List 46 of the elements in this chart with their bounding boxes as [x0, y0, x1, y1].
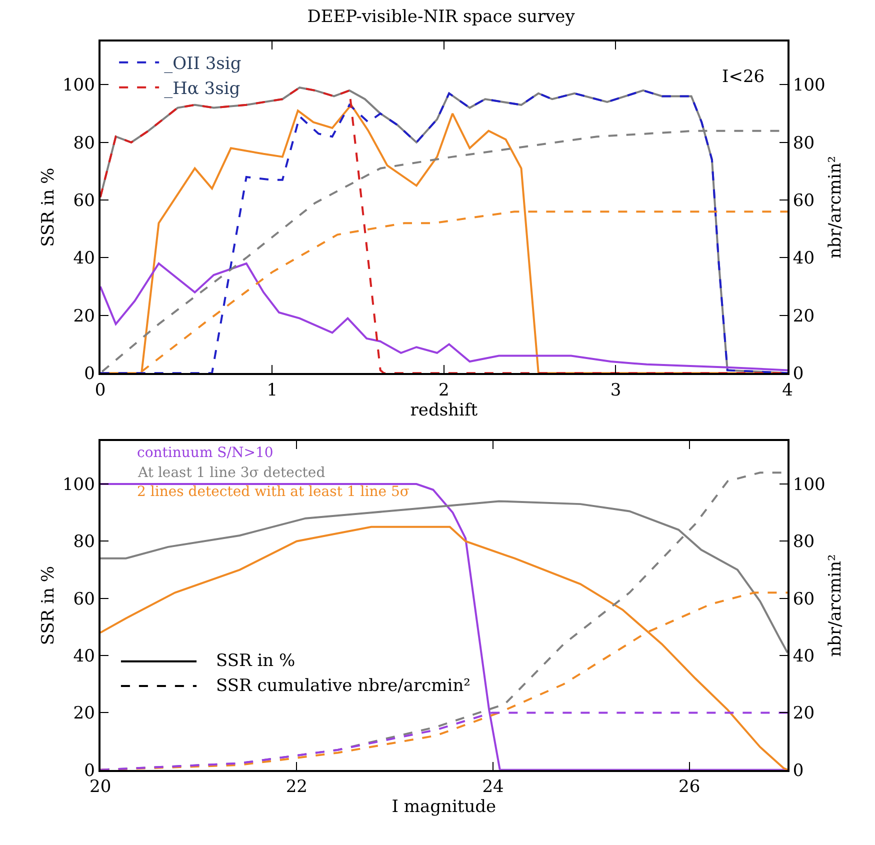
- x-tick-label: 24: [482, 777, 504, 798]
- annotation: SSR cumulative nbre/arcmin²: [216, 676, 470, 696]
- y2-axis-title: nbr/arcmin²: [825, 156, 846, 259]
- y2-tick-label: 0: [792, 760, 804, 781]
- y-tick-label: 40: [73, 248, 95, 269]
- y-tick-label: 100: [62, 475, 95, 495]
- y-tick-label: 100: [62, 76, 95, 96]
- legend-label: _Hα 3sig: [164, 79, 240, 100]
- y2-tick-label: 40: [792, 646, 815, 666]
- y-axis-title: SSR in %: [38, 566, 59, 646]
- x-axis-title: I magnitude: [392, 797, 496, 818]
- y-tick-label: 0: [84, 364, 95, 384]
- y2-tick-label: 60: [792, 589, 815, 610]
- series-label: 2 lines detected with at least 1 line 5σ: [137, 484, 410, 500]
- y2-axis-title: nbr/arcmin²: [825, 554, 846, 657]
- x-tick-label: 1: [266, 380, 278, 400]
- y2-tick-label: 80: [792, 133, 815, 154]
- legend-label: _OII 3sig: [164, 54, 242, 74]
- y-tick-label: 80: [73, 133, 95, 154]
- x-tick-label: 3: [610, 380, 622, 400]
- y-tick-label: 60: [73, 589, 95, 610]
- annotation: SSR in %: [216, 651, 296, 671]
- chart-title: DEEP-visible-NIR space survey: [307, 6, 576, 27]
- y-tick-label: 80: [73, 532, 95, 552]
- y-tick-label: 40: [73, 646, 95, 666]
- y2-tick-label: 80: [792, 532, 815, 552]
- y2-tick-label: 60: [792, 191, 815, 212]
- x-tick-label: 2: [438, 380, 450, 400]
- y2-tick-label: 40: [792, 248, 815, 269]
- y2-tick-label: 100: [792, 475, 826, 495]
- y-tick-label: 60: [73, 191, 95, 212]
- x-tick-label: 22: [286, 777, 308, 798]
- y2-tick-label: 20: [792, 306, 815, 326]
- y-tick-label: 20: [73, 306, 95, 326]
- annotation: I<26: [722, 67, 765, 87]
- text: At least 1 line 3σ detected: [137, 465, 326, 481]
- y2-tick-label: 100: [792, 76, 826, 96]
- x-axis-title: redshift: [410, 400, 478, 420]
- y-tick-label: 20: [73, 704, 95, 724]
- line-series: [100, 262, 788, 372]
- y-axis-title: SSR in %: [38, 168, 59, 247]
- y2-tick-label: 20: [792, 704, 815, 724]
- x-tick-label: 4: [782, 380, 793, 400]
- series-label: continuum S/N>10: [137, 445, 274, 461]
- y2-tick-label: 0: [792, 364, 804, 384]
- x-tick-label: 26: [678, 777, 700, 798]
